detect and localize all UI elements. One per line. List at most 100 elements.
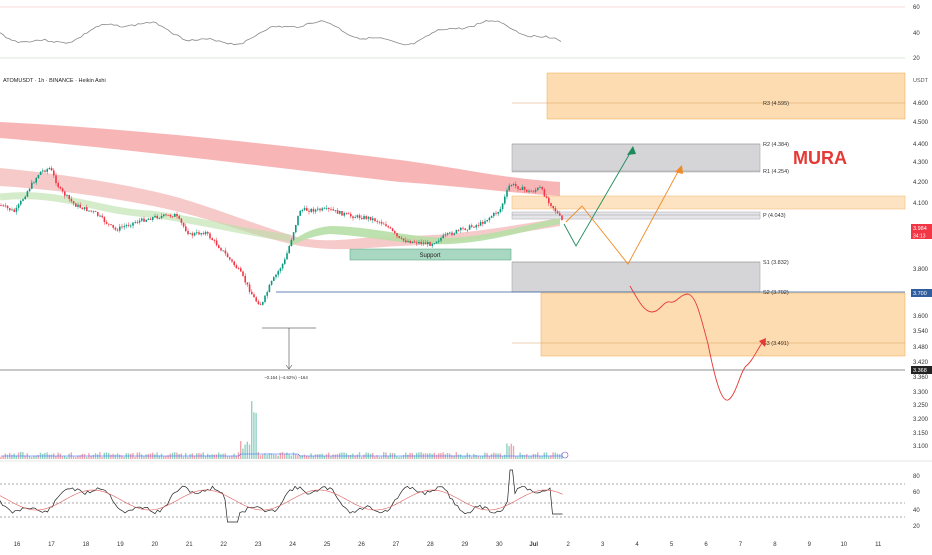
candle-body (453, 233, 455, 235)
price-tick: 4.400 (913, 142, 929, 148)
candle-body (354, 217, 356, 219)
candle-body (185, 226, 187, 231)
candle-body (460, 227, 462, 231)
volume-bar (92, 454, 94, 459)
volume-bar (444, 454, 446, 459)
volume-bar (6, 454, 9, 459)
candle-body (44, 170, 46, 172)
candle-body (319, 208, 321, 211)
candle-body (275, 274, 277, 278)
volume-bar (281, 452, 284, 459)
volume-bar (530, 455, 532, 459)
volume-bar (376, 455, 378, 459)
price-tick: 4.600 (913, 101, 929, 107)
candle-body (528, 190, 530, 192)
candle-body (233, 261, 235, 266)
candle-body (156, 215, 158, 219)
pivot-upper-zone (511, 195, 906, 210)
candle-body (99, 215, 101, 217)
time-tick: 26 (358, 542, 365, 548)
volume-bar (312, 455, 314, 459)
volume-bar (537, 452, 539, 459)
candle-body (545, 196, 548, 198)
volume-bar (532, 454, 534, 459)
time-tick: 6 (704, 542, 708, 548)
candle-body (246, 282, 249, 285)
candle-body (253, 294, 255, 298)
time-tick: 2 (567, 542, 571, 548)
volume-bar (275, 454, 277, 459)
candle-body (424, 242, 427, 245)
candle-body (389, 227, 392, 229)
indicator-settings-icon[interactable] (561, 451, 569, 459)
candle-body (352, 216, 354, 219)
countdown-tag (911, 232, 932, 239)
volume-bar (209, 454, 211, 459)
time-tick: 16 (14, 542, 21, 548)
volume-bar (156, 452, 158, 459)
mura-logo: MURA (793, 148, 847, 168)
candle-body (81, 207, 84, 210)
volume-bar (119, 454, 121, 459)
candle-body (37, 175, 40, 179)
time-tick: 18 (83, 542, 90, 548)
volume-bar (297, 454, 299, 459)
measure-tool[interactable]: −0.164 (−4.62%) −164 (262, 327, 316, 380)
candle-body (130, 225, 132, 227)
level-tag (911, 289, 932, 297)
candle-body (506, 190, 508, 197)
candle-body (497, 212, 499, 214)
ema-green-band-left (0, 192, 291, 242)
candle-body (9, 208, 11, 211)
countdown-text: 34:13 (913, 234, 926, 240)
candle-body (484, 221, 486, 224)
volume-bar (288, 454, 290, 459)
volume-bar (508, 446, 510, 459)
candle-body (101, 215, 103, 218)
orange-projection (565, 167, 681, 265)
candle-body (442, 235, 444, 239)
candle-body (138, 220, 141, 223)
candle-body (512, 184, 515, 186)
candle-body (532, 191, 535, 193)
volume-bar (358, 452, 361, 459)
volume-bar (286, 452, 288, 459)
candle-body (266, 292, 268, 296)
candle-body (420, 241, 422, 244)
candle-body (438, 240, 440, 242)
volume-bar (213, 454, 215, 459)
volume-bar (244, 444, 246, 459)
volume-bar (347, 455, 350, 459)
candle-body (526, 189, 528, 192)
price-tick: 3.300 (913, 390, 929, 396)
volume-bar (42, 453, 44, 459)
candle-body (462, 227, 464, 229)
volume-bar (435, 454, 438, 459)
candle-body (328, 208, 330, 209)
volume-bar (477, 456, 479, 459)
candle-body (255, 297, 257, 302)
candle-body (431, 243, 433, 246)
candle-body (416, 242, 418, 244)
candle-body (468, 225, 471, 230)
candle-body (556, 211, 559, 214)
candle-body (405, 240, 407, 243)
rsi-pane: 80 60 40 20 (0, 460, 932, 530)
volume-bar (534, 454, 537, 459)
candle-body (325, 208, 328, 209)
pivot-zone (511, 211, 761, 220)
candle-body (187, 230, 189, 235)
candle-body (77, 204, 79, 207)
s1-zone (511, 261, 761, 293)
symbol-header: ATOMUSDT · 1h · BINANCE · Heikin Ashi (3, 78, 106, 84)
candle-body (552, 205, 554, 209)
candle-body (105, 221, 108, 224)
volume-bar (64, 455, 66, 459)
candle-body (154, 215, 156, 218)
currency-label: USDT (913, 78, 929, 84)
volume-bar (86, 456, 88, 459)
volume-bar (378, 456, 380, 459)
volume-bar (75, 456, 77, 459)
time-tick: 8 (773, 542, 777, 548)
